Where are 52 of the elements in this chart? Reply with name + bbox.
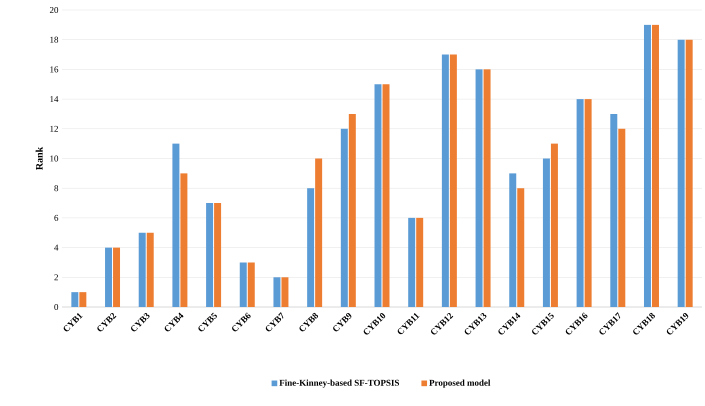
bar (180, 173, 188, 307)
bar (678, 40, 685, 307)
bar (206, 203, 214, 307)
y-tick-label: 12 (50, 126, 58, 132)
bar (450, 54, 457, 307)
y-tick-label: 4 (54, 244, 58, 251)
bar (105, 248, 112, 307)
y-tick-label: 10 (50, 155, 58, 162)
legend-label: Fine-Kinney-based SF-TOPSIS (279, 379, 400, 388)
bar (281, 277, 288, 307)
bar (138, 232, 146, 307)
bar (542, 158, 550, 307)
bar (172, 144, 180, 307)
y-tick-label: 2 (54, 274, 58, 280)
bar (644, 24, 651, 307)
y-tick-label: 20 (50, 6, 58, 14)
bar (576, 99, 584, 307)
bar (584, 99, 592, 307)
bar (248, 262, 255, 307)
bar (71, 292, 78, 307)
y-axis-title: Rank (36, 146, 43, 170)
bar (416, 218, 424, 307)
legend-label: Proposed model (429, 379, 490, 388)
y-tick-label: 6 (54, 214, 58, 221)
bar (517, 188, 524, 307)
bar (610, 114, 618, 307)
bar (382, 84, 390, 307)
bar (315, 158, 322, 307)
bar (113, 248, 120, 307)
bar (484, 69, 491, 307)
bar (509, 173, 516, 307)
bar (214, 203, 222, 307)
y-tick-label: 16 (50, 66, 58, 72)
bar (240, 262, 247, 307)
bar (374, 84, 382, 307)
bar (307, 188, 314, 307)
bar (79, 292, 86, 307)
bar (550, 144, 558, 307)
bar (476, 69, 483, 307)
bar (408, 218, 416, 307)
bar (340, 128, 348, 307)
bar (686, 40, 693, 307)
bar (618, 128, 626, 307)
y-tick-label: 18 (50, 36, 58, 43)
y-tick-label: 0 (54, 304, 58, 310)
bar (652, 24, 659, 307)
y-tick-label: 8 (54, 185, 58, 192)
bar (348, 114, 356, 307)
bar (146, 232, 154, 307)
y-tick-label: 14 (50, 96, 58, 102)
bar (273, 277, 280, 307)
bar (442, 54, 449, 307)
